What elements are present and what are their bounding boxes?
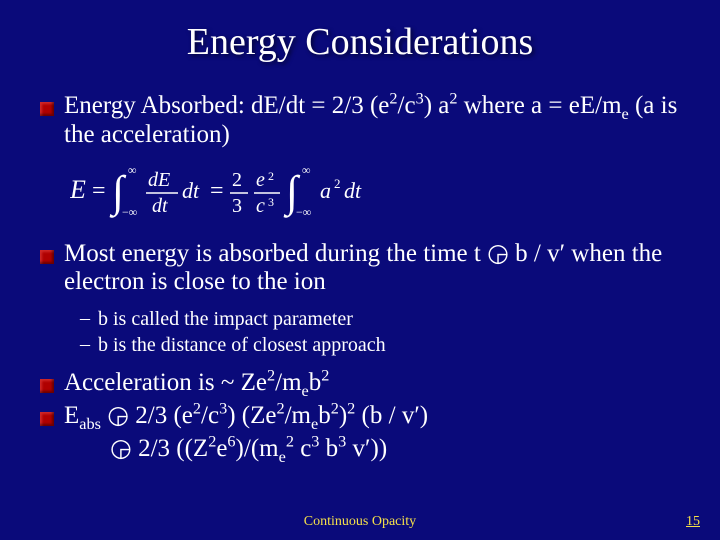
slide-container: Energy Considerations Energy Absorbed: d… bbox=[0, 0, 720, 540]
svg-text:c: c bbox=[256, 195, 265, 217]
page-number: 15 bbox=[686, 514, 700, 530]
bullet-item-3: Acceleration is ~ Ze2/meb2 bbox=[40, 369, 680, 398]
svg-text:dt: dt bbox=[182, 178, 200, 203]
bullet-item-4: Eabs ◶ 2/3 (e2/c3) (Ze2/meb2)2 (b / v′) bbox=[40, 402, 680, 431]
svg-text:dE: dE bbox=[148, 169, 170, 191]
sub-bullet-2: – b is the distance of closest approach bbox=[80, 333, 680, 357]
bullet-2-text: Most energy is absorbed during the time … bbox=[64, 240, 680, 298]
svg-text:=: = bbox=[92, 178, 106, 204]
sub-bullet-1: – b is called the impact parameter bbox=[80, 307, 680, 331]
svg-text:3: 3 bbox=[232, 195, 242, 217]
svg-text:e: e bbox=[256, 169, 265, 191]
svg-text:dt: dt bbox=[344, 178, 362, 203]
svg-text:a: a bbox=[320, 178, 331, 203]
sub-bullet-1-text: b is called the impact parameter bbox=[98, 307, 353, 331]
sub-bullet-2-text: b is the distance of closest approach bbox=[98, 333, 386, 357]
svg-text:∞: ∞ bbox=[302, 163, 311, 177]
bullet-item-1: Energy Absorbed: dE/dt = 2/3 (e2/c3) a2 … bbox=[40, 92, 680, 150]
square-bullet-icon bbox=[40, 250, 54, 264]
svg-text:=: = bbox=[210, 178, 224, 204]
svg-text:2: 2 bbox=[232, 169, 242, 191]
bullet-4-text: Eabs ◶ 2/3 (e2/c3) (Ze2/meb2)2 (b / v′) bbox=[64, 402, 428, 431]
svg-text:E: E bbox=[70, 175, 86, 204]
dash-icon: – bbox=[80, 333, 90, 356]
dash-icon: – bbox=[80, 307, 90, 330]
bullet-4-line2: ◶ 2/3 ((Z2e6)/(me2 c3 b3 v′)) bbox=[110, 435, 680, 464]
bullet-item-2: Most energy is absorbed during the time … bbox=[40, 240, 680, 298]
svg-text:2: 2 bbox=[268, 169, 274, 183]
bullet-3-text: Acceleration is ~ Ze2/meb2 bbox=[64, 369, 329, 398]
svg-text:3: 3 bbox=[268, 195, 274, 209]
svg-text:−∞: −∞ bbox=[122, 205, 137, 219]
svg-text:∞: ∞ bbox=[128, 163, 137, 177]
square-bullet-icon bbox=[40, 379, 54, 393]
svg-text:2: 2 bbox=[334, 176, 341, 191]
svg-text:dt: dt bbox=[152, 195, 168, 217]
footer-label: Continuous Opacity bbox=[0, 514, 720, 530]
bullet-1-text: Energy Absorbed: dE/dt = 2/3 (e2/c3) a2 … bbox=[64, 92, 680, 150]
svg-text:−∞: −∞ bbox=[296, 205, 311, 219]
square-bullet-icon bbox=[40, 412, 54, 426]
equation-integral: E = ∫ ∞ −∞ dE dt dt = 2 3 e 2 c bbox=[70, 160, 680, 222]
square-bullet-icon bbox=[40, 102, 54, 116]
slide-title: Energy Considerations bbox=[40, 20, 680, 64]
